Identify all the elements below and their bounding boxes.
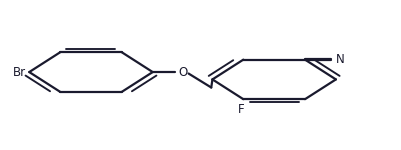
Text: N: N <box>336 53 344 66</box>
Text: Br: Br <box>13 66 26 79</box>
Text: O: O <box>178 66 187 79</box>
Text: F: F <box>238 103 245 116</box>
